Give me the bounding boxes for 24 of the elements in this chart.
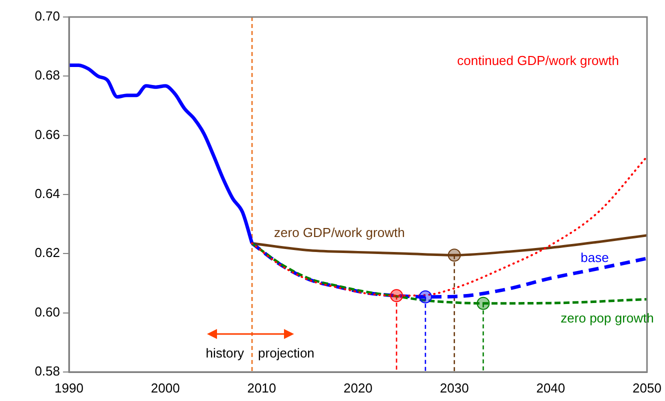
annotation: projection [258, 346, 314, 361]
y-tick-label: 0.62 [34, 245, 60, 260]
y-tick-label: 0.60 [34, 304, 60, 320]
y-tick-label: 0.70 [34, 8, 60, 24]
point [476, 296, 490, 310]
y-tick-label: 0.58 [34, 364, 60, 379]
point [390, 289, 404, 302]
x-tick-label: 2010 [247, 380, 276, 396]
x-tick-label: 2000 [150, 380, 180, 396]
series-label: base [580, 250, 609, 265]
x-tick-label: 2020 [344, 380, 372, 396]
x-tick-label: 2030 [440, 380, 469, 396]
y-tick-label: 0.68 [34, 68, 60, 83]
y-tick-label: 0.64 [34, 186, 60, 202]
annotation: history [206, 346, 245, 361]
series-label: zero GDP/work growth [274, 224, 405, 240]
x-tick-label: 2050 [632, 380, 662, 396]
y-tick-label: 0.66 [34, 126, 60, 142]
point [448, 248, 461, 262]
point [418, 290, 432, 304]
x-tick-label: 1990 [54, 380, 84, 396]
series-label: zero pop growth [560, 310, 654, 326]
x-tick-label: 2040 [536, 380, 566, 396]
text: continued GDP/work growth [457, 53, 619, 68]
